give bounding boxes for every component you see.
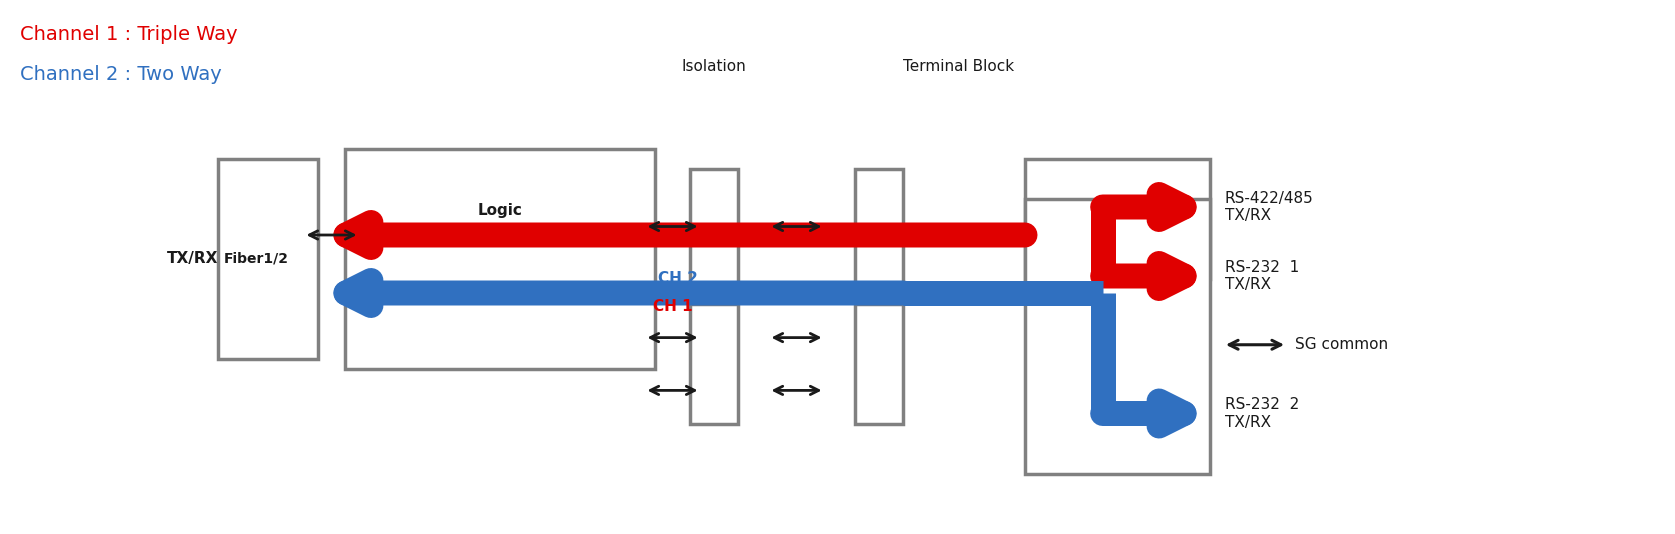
Text: RS-422/485
TX/RX: RS-422/485 TX/RX [1224,191,1313,223]
Text: CH 1: CH 1 [653,299,692,314]
Bar [1025,199,1209,474]
Text: SG common: SG common [1295,337,1389,352]
Bar [854,169,903,284]
Bar [854,304,903,424]
Text: Channel 2 : Two Way: Channel 2 : Two Way [20,65,221,84]
Text: DB9: DB9 [998,291,1032,306]
Text: Logic: Logic [477,203,523,218]
Text: RS-232  1
TX/RX: RS-232 1 TX/RX [1224,260,1300,292]
Bar [218,159,318,359]
Text: TX/RX: TX/RX [168,252,219,266]
Bar [345,149,655,369]
Bar [690,304,739,424]
Bar [690,169,739,284]
Text: Fiber1/2: Fiber1/2 [223,252,288,266]
Text: RS-232  2
TX/RX: RS-232 2 TX/RX [1224,397,1300,430]
Text: CH 2: CH 2 [658,271,697,286]
Text: Isolation: Isolation [682,59,747,74]
Text: Terminal Block: Terminal Block [903,59,1015,74]
Bar [1025,159,1209,279]
Text: Channel 1 : Triple Way: Channel 1 : Triple Way [20,25,238,44]
